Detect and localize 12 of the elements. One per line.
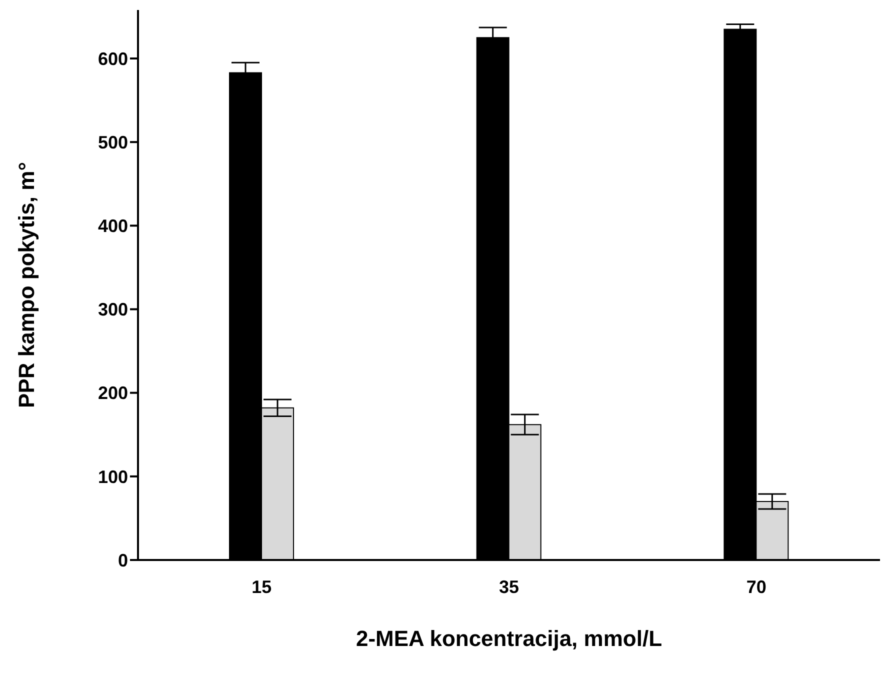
x-tick-label: 35 bbox=[498, 576, 520, 597]
y-tick-label: 500 bbox=[98, 132, 128, 152]
y-tick-label: 600 bbox=[98, 48, 128, 69]
x-tick-label: 15 bbox=[252, 576, 272, 597]
y-tick-label: 0 bbox=[118, 550, 128, 570]
y-axis-title: PPR kampo pokytis, m° bbox=[14, 162, 39, 408]
y-tick-label: 300 bbox=[98, 300, 128, 320]
x-axis-title: 2-MEA koncentracija, mmol/L bbox=[356, 626, 662, 651]
y-tick-label: 200 bbox=[98, 383, 128, 404]
y-tick-label: 100 bbox=[98, 466, 128, 487]
y-tick-label: 400 bbox=[98, 216, 128, 236]
x-tick-label: 70 bbox=[746, 576, 766, 597]
